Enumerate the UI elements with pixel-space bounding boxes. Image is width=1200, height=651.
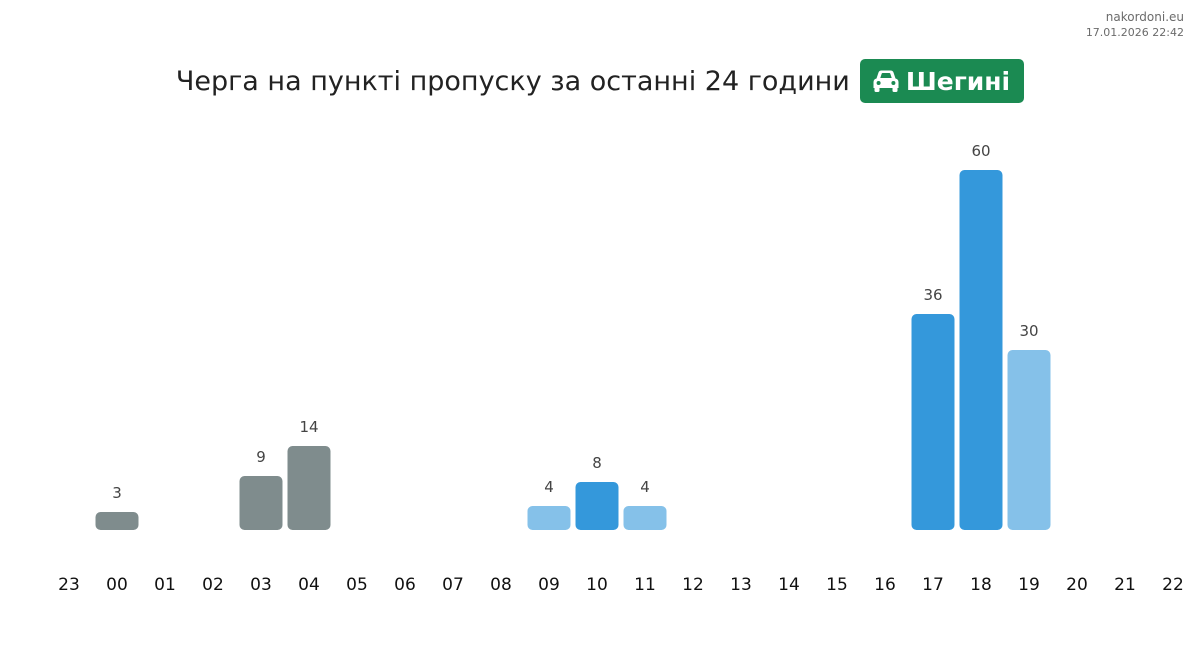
bar-10	[575, 482, 619, 530]
bar-18	[959, 170, 1003, 530]
bar-value-label: 9	[256, 448, 266, 466]
x-tick-label: 11	[634, 575, 656, 595]
x-tick-label: 05	[346, 575, 368, 595]
x-tick-label: 19	[1018, 575, 1040, 595]
page-title: Черга на пункті пропуску за останні 24 г…	[175, 65, 850, 97]
x-tick-label: 08	[490, 575, 512, 595]
x-tick-label: 12	[682, 575, 704, 595]
brand-block: nakordoni.eu 17.01.2026 22:42	[1086, 9, 1184, 41]
bar-value-label: 60	[971, 142, 990, 160]
checkpoint-name: Шегині	[905, 66, 1011, 96]
x-tick-label: 16	[874, 575, 896, 595]
title-row: Черга на пункті пропуску за останні 24 г…	[0, 58, 1200, 104]
x-tick-label: 21	[1114, 575, 1136, 595]
bar-03	[239, 476, 283, 530]
x-tick-label: 06	[394, 575, 416, 595]
x-tick-label: 07	[442, 575, 464, 595]
x-tick-label: 03	[250, 575, 272, 595]
x-tick-label: 13	[730, 575, 752, 595]
x-tick-label: 01	[154, 575, 176, 595]
bar-17	[911, 314, 955, 530]
bar-value-label: 14	[299, 418, 318, 436]
x-tick-label: 14	[778, 575, 800, 595]
bar-11	[623, 506, 667, 530]
bar-value-label: 3	[112, 484, 122, 502]
site-name: nakordoni.eu	[1105, 10, 1184, 24]
bar-value-label: 8	[592, 454, 602, 472]
bar-19	[1007, 350, 1051, 530]
x-tick-label: 10	[586, 575, 608, 595]
checkpoint-badge: Шегині	[859, 59, 1025, 103]
x-tick-label: 23	[58, 575, 80, 595]
x-tick-label: 09	[538, 575, 560, 595]
bar-value-label: 30	[1019, 322, 1038, 340]
x-tick-label: 20	[1066, 575, 1088, 595]
bar-09	[527, 506, 571, 530]
bar-value-label: 4	[544, 478, 554, 496]
car-icon	[872, 69, 900, 93]
x-tick-label: 17	[922, 575, 944, 595]
bar-value-label: 36	[923, 286, 942, 304]
x-tick-label: 15	[826, 575, 848, 595]
x-tick-label: 04	[298, 575, 320, 595]
x-tick-label: 22	[1162, 575, 1184, 595]
timestamp: 17.01.2026 22:42	[1085, 26, 1184, 39]
bar-04	[287, 446, 331, 530]
bar-00	[95, 512, 139, 530]
x-tick-label: 02	[202, 575, 224, 595]
x-tick-label: 18	[970, 575, 992, 595]
bar-value-label: 4	[640, 478, 650, 496]
x-tick-label: 00	[106, 575, 128, 595]
